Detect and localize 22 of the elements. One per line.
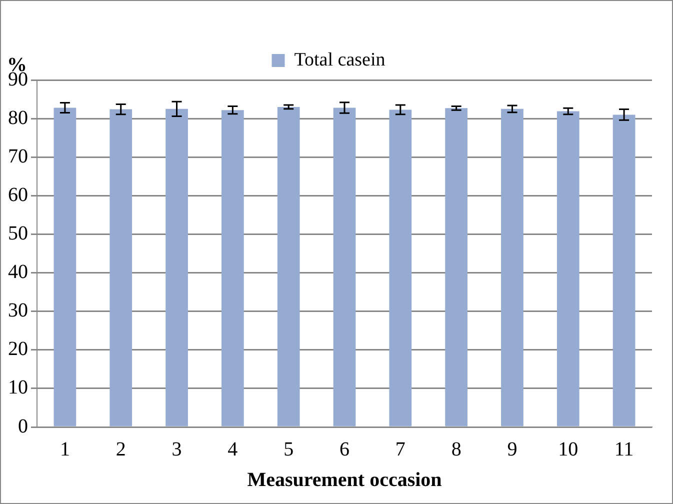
y-tick-label: 30: [8, 300, 28, 322]
x-tick-label: 7: [395, 438, 406, 460]
y-tick-label: 50: [8, 222, 28, 244]
y-tick-label: 60: [8, 184, 28, 206]
y-tick-label: 10: [8, 376, 28, 399]
x-tick-label: 1: [60, 438, 70, 460]
x-tick-label: 4: [228, 438, 238, 460]
y-tick-label: 70: [8, 145, 28, 168]
x-tick-label: 9: [507, 438, 518, 460]
y-tick-label: 0: [18, 415, 28, 438]
legend-label: Total casein: [294, 49, 386, 70]
x-tick-label: 11: [614, 438, 634, 460]
x-axis-title: Measurement occasion: [247, 469, 442, 492]
y-tick-label: 20: [8, 338, 28, 360]
y-tick-label: 80: [8, 106, 28, 129]
x-tick-label: 6: [340, 438, 350, 460]
x-tick-label: 5: [284, 438, 294, 460]
x-tick-label: 3: [172, 438, 182, 460]
x-tick-label: 10: [558, 438, 578, 460]
y-tick-label: 40: [8, 261, 28, 284]
x-tick-label: 2: [116, 438, 126, 460]
x-tick-label: 8: [451, 438, 462, 460]
